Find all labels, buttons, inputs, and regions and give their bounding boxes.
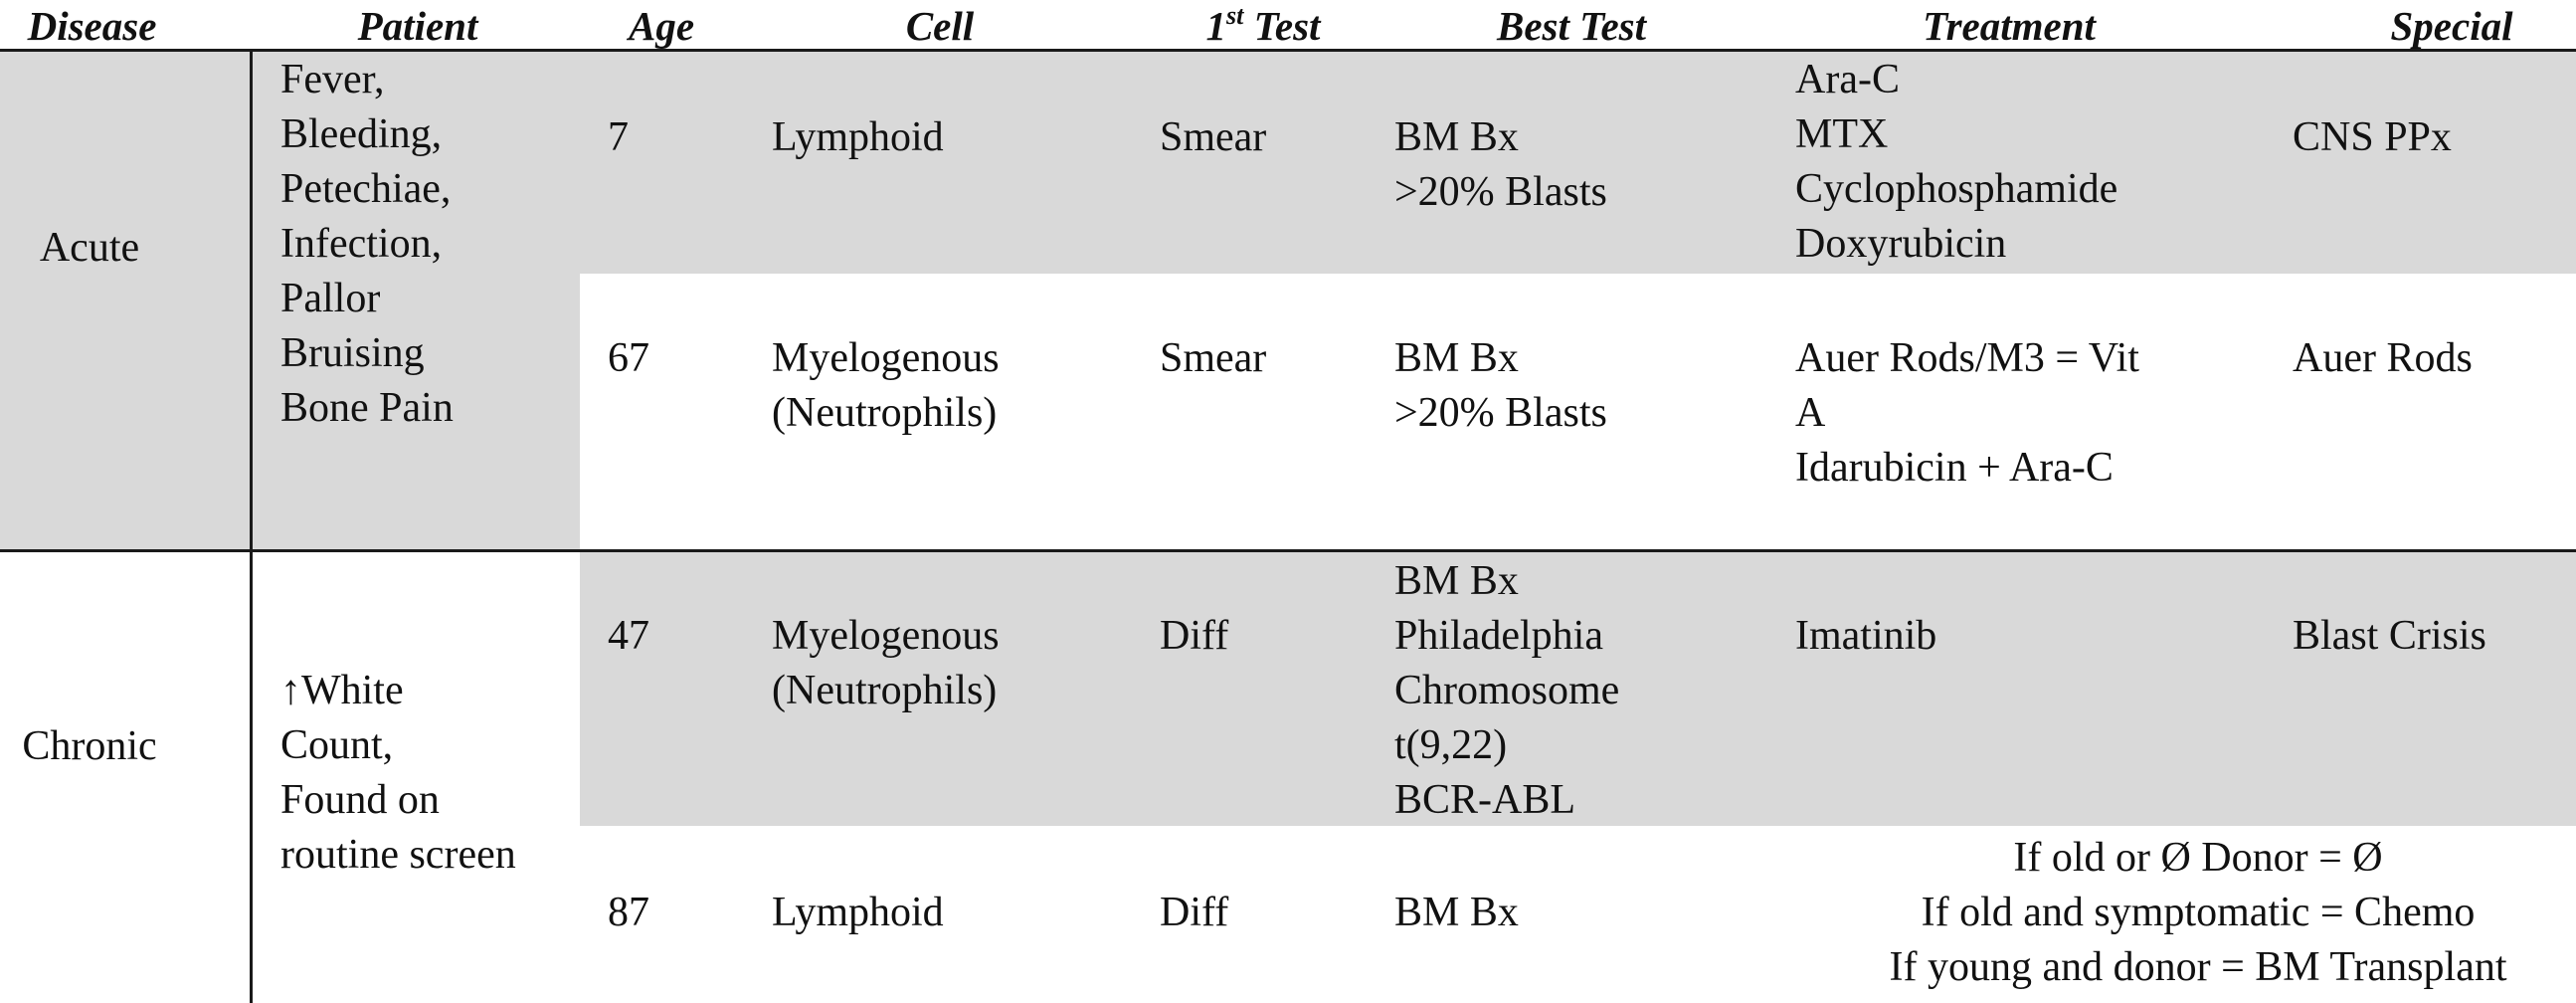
patient-acute-line: Pallor — [280, 276, 381, 321]
treatment-line: Ara-C — [1795, 57, 1900, 102]
cell-type-cell: Myelogenous (Neutrophils) — [772, 609, 1000, 718]
patient-acute-line: Bleeding, — [280, 111, 443, 157]
header-first-test-label: Test — [1243, 3, 1321, 49]
header-patient: Patient — [357, 3, 478, 49]
cell-type-line: Lymphoid — [772, 114, 944, 160]
header-first-test-number: 1 — [1205, 3, 1227, 49]
disease-acute: Acute — [39, 225, 140, 271]
first-test-cell: Diff — [1160, 890, 1229, 935]
treatment-cell: Auer Rods/M3 = Vit A Idarubicin + Ara-C — [1795, 331, 2139, 496]
patient-acute-line: Infection, — [280, 221, 443, 267]
cell-type-line: (Neutrophils) — [772, 390, 998, 436]
patient-chronic: ↑White Count, Found on routine screen — [280, 664, 516, 883]
treatment-cell: Ara-C MTX Cyclophosphamide Doxyrubicin — [1795, 53, 2117, 272]
patient-chronic-line: ↑White — [280, 668, 404, 713]
patient-acute-line: Petechiae, — [280, 166, 452, 212]
header-cell: Cell — [905, 3, 975, 49]
best-test-line: Chromosome — [1394, 668, 1620, 713]
best-test-line: >20% Blasts — [1394, 169, 1607, 215]
best-test-cell: BM Bx >20% Blasts — [1394, 110, 1607, 220]
patient-acute-line: Bone Pain — [280, 385, 454, 431]
treatment-line: Doxyrubicin — [1795, 221, 2007, 267]
disease-chronic: Chronic — [22, 723, 157, 769]
first-test-cell: Diff — [1160, 613, 1229, 659]
first-test-cell: Smear — [1160, 335, 1267, 381]
cell-type-line: Myelogenous — [772, 613, 1000, 659]
treatment-line: Cyclophosphamide — [1795, 166, 2118, 212]
cml-row-shading — [580, 550, 2576, 826]
treatment-special-line: If old and symptomatic = Chemo — [1921, 890, 2476, 935]
treatment-cell: Imatinib — [1795, 609, 1936, 664]
best-test-line: BM Bx — [1394, 890, 1519, 935]
special-cell: Blast Crisis — [2293, 613, 2486, 659]
header-special: Special — [2390, 3, 2513, 49]
best-test-line: BCR-ABL — [1394, 777, 1576, 823]
group-separator-rule — [0, 549, 2576, 552]
best-test-cell: BM Bx >20% Blasts — [1394, 331, 1607, 441]
treatment-special-line: If old or Ø Donor = Ø — [2013, 835, 2383, 881]
age-cell: 67 — [608, 335, 649, 381]
treatment-line: MTX — [1795, 111, 1889, 157]
cell-type-line: (Neutrophils) — [772, 668, 998, 713]
header-treatment: Treatment — [1923, 3, 2096, 49]
patient-acute-line: Fever, — [280, 57, 385, 102]
treatment-line: Idarubicin + Ara-C — [1795, 445, 2114, 491]
best-test-line: Philadelphia — [1394, 613, 1603, 659]
best-test-line: BM Bx — [1394, 558, 1519, 604]
special-cell: Auer Rods — [2293, 335, 2473, 381]
best-test-line: BM Bx — [1394, 335, 1519, 381]
cell-type-cell: Lymphoid — [772, 110, 944, 165]
age-cell: 7 — [608, 114, 629, 160]
cell-type-line: Lymphoid — [772, 890, 944, 935]
header-best-test: Best Test — [1497, 3, 1646, 49]
patient-acute: Fever, Bleeding, Petechiae, Infection, P… — [280, 53, 454, 436]
header-disease: Disease — [27, 3, 157, 49]
cell-type-cell: Myelogenous (Neutrophils) — [772, 331, 1000, 441]
best-test-line: BM Bx — [1394, 114, 1519, 160]
patient-chronic-line: Count, — [280, 722, 394, 768]
age-cell: 87 — [608, 890, 649, 935]
treatment-special-line: If young and donor = BM Transplant — [1889, 944, 2507, 990]
treatment-line: A — [1795, 390, 1826, 436]
best-test-line: >20% Blasts — [1394, 390, 1607, 436]
cell-type-line: Myelogenous — [772, 335, 1000, 381]
acute-group-shading — [0, 50, 2576, 274]
header-rule — [0, 49, 2576, 52]
best-test-cell: BM Bx Philadelphia Chromosome t(9,22) BC… — [1394, 554, 1619, 828]
header-first-test-superscript: st — [1226, 1, 1244, 30]
first-test-cell: Smear — [1160, 114, 1267, 160]
patient-acute-line: Bruising — [280, 330, 425, 376]
patient-chronic-line: routine screen — [280, 832, 516, 878]
age-cell: 47 — [608, 613, 649, 659]
header-first-test: 1st Test — [1144, 0, 1382, 50]
treatment-line: Imatinib — [1795, 613, 1937, 659]
disease-column-rule — [250, 50, 253, 1003]
treatment-line: Auer Rods/M3 = Vit — [1795, 335, 2139, 381]
treatment-special-merged-cell: If old or Ø Donor = Ø If old and symptom… — [1830, 831, 2566, 995]
best-test-cell: BM Bx — [1394, 886, 1519, 940]
header-age: Age — [628, 3, 695, 49]
cell-type-cell: Lymphoid — [772, 886, 944, 940]
patient-chronic-line: Found on — [280, 777, 440, 823]
special-cell: CNS PPx — [2293, 114, 2452, 160]
acute-left-shading — [0, 274, 580, 550]
best-test-line: t(9,22) — [1394, 722, 1508, 768]
